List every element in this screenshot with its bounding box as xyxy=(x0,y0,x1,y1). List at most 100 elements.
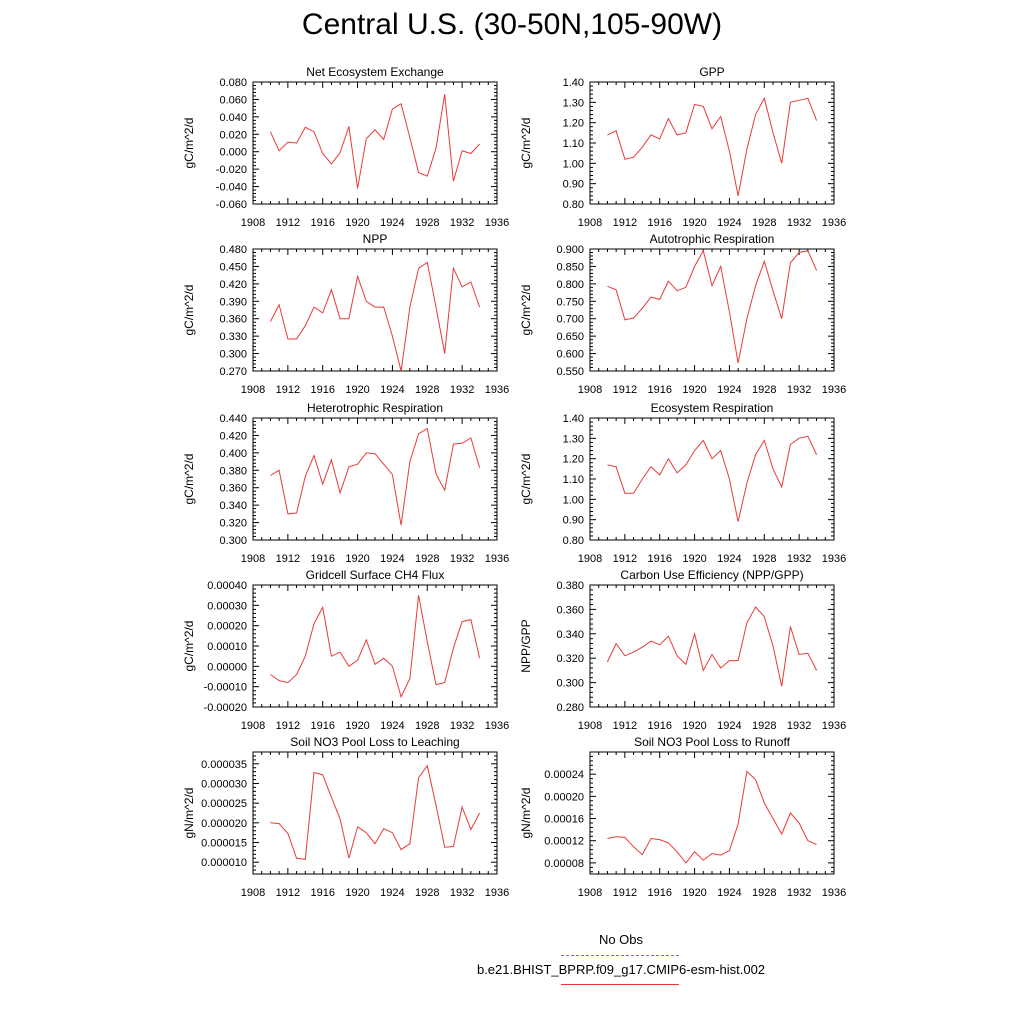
y-tick-label: 0.330 xyxy=(219,331,247,343)
plot-frame xyxy=(589,248,835,372)
y-tick-label: 0.00008 xyxy=(544,858,584,870)
y-tick-label: 0.80 xyxy=(563,535,584,547)
panel-title: Ecosystem Respiration xyxy=(651,401,774,415)
x-tick-label: 1920 xyxy=(345,384,369,396)
x-tick-label: 1916 xyxy=(647,384,671,396)
series-line xyxy=(607,249,818,364)
y-tick-label: 0.900 xyxy=(556,244,584,256)
y-tick-label: 0.00000 xyxy=(207,661,247,673)
x-tick-label: 1908 xyxy=(241,217,265,229)
x-tick-label: 1920 xyxy=(682,887,706,899)
y-tick-label: 0.90 xyxy=(563,179,584,191)
chart-panel-6: 1908 1912 1916 1920 1924 1928 1932 1936 0.80 0.90… xyxy=(519,401,846,565)
y-tick-label: 0.00020 xyxy=(207,621,247,633)
x-tick-label: 1916 xyxy=(647,217,671,229)
panel-title: Heterotrophic Respiration xyxy=(307,401,443,415)
panel-title: Soil NO3 Pool Loss to Leaching xyxy=(290,735,459,749)
y-tick-label: 0.040 xyxy=(219,112,247,124)
x-tick-label: 1928 xyxy=(415,553,439,565)
x-tick-label: 1932 xyxy=(787,720,811,732)
x-tick-label: 1916 xyxy=(647,887,671,899)
x-tick-label: 1908 xyxy=(241,553,265,565)
y-axis-label: gC/m^2/d xyxy=(519,118,533,169)
x-tick-label: 1920 xyxy=(682,553,706,565)
y-tick-label: 1.40 xyxy=(563,77,584,89)
x-tick-label: 1912 xyxy=(276,217,300,229)
x-tick-label: 1916 xyxy=(310,720,334,732)
chart-panel-1: 1908 1912 1916 1920 1924 1928 1932 1936 -0.060 -0… xyxy=(182,65,509,229)
x-tick-label: 1936 xyxy=(822,217,846,229)
y-tick-label: 0.440 xyxy=(219,413,247,425)
x-tick-label: 1928 xyxy=(752,720,776,732)
y-tick-label: 0.000035 xyxy=(201,759,247,771)
y-tick-label: 0.00010 xyxy=(207,641,247,653)
y-axis-label: gN/m^2/d xyxy=(182,788,196,839)
x-tick-label: 1908 xyxy=(578,217,602,229)
chart-panel-10: 1908 1912 1916 1920 1924 1928 1932 1936 0.00008 0… xyxy=(519,735,846,899)
x-tick-label: 1928 xyxy=(415,887,439,899)
x-tick-label: 1936 xyxy=(485,553,509,565)
y-tick-label: 0.060 xyxy=(219,94,247,106)
x-tick-label: 1920 xyxy=(345,553,369,565)
x-tick-label: 1920 xyxy=(682,720,706,732)
x-tick-label: 1912 xyxy=(276,887,300,899)
y-axis-label: NPP/GPP xyxy=(519,619,533,672)
y-tick-label: 0.550 xyxy=(556,366,584,378)
y-tick-label: 0.700 xyxy=(556,314,584,326)
x-tick-label: 1908 xyxy=(578,887,602,899)
y-tick-label: 1.40 xyxy=(563,413,584,425)
legend-obs-line xyxy=(561,955,679,956)
y-tick-label: 0.390 xyxy=(219,296,247,308)
y-tick-label: 0.080 xyxy=(219,77,247,89)
y-tick-label: -0.040 xyxy=(216,182,247,194)
y-tick-label: 0.340 xyxy=(219,500,247,512)
x-tick-label: 1936 xyxy=(822,720,846,732)
x-tick-label: 1924 xyxy=(380,553,404,565)
y-tick-label: -0.00020 xyxy=(204,702,247,714)
y-tick-label: -0.060 xyxy=(216,199,247,211)
panel-title: Gridcell Surface CH4 Flux xyxy=(306,568,445,582)
y-tick-label: 0.00040 xyxy=(207,580,247,592)
y-tick-label: 0.00020 xyxy=(544,791,584,803)
x-tick-label: 1920 xyxy=(345,720,369,732)
x-tick-label: 1936 xyxy=(822,553,846,565)
x-tick-label: 1920 xyxy=(682,217,706,229)
y-tick-label: 0.380 xyxy=(219,465,247,477)
x-tick-label: 1936 xyxy=(822,384,846,396)
y-tick-label: 1.00 xyxy=(563,494,584,506)
series-line xyxy=(607,435,818,522)
x-tick-label: 1916 xyxy=(310,384,334,396)
x-tick-label: 1916 xyxy=(647,553,671,565)
y-tick-label: 0.300 xyxy=(556,678,584,690)
x-tick-label: 1908 xyxy=(241,887,265,899)
y-tick-label: 0.400 xyxy=(219,448,247,460)
series-line xyxy=(269,261,481,372)
x-tick-label: 1908 xyxy=(578,553,602,565)
panel-title: Autotrophic Respiration xyxy=(650,232,775,246)
panel-title: Soil NO3 Pool Loss to Runoff xyxy=(634,735,791,749)
series-line xyxy=(270,764,481,860)
x-tick-label: 1928 xyxy=(415,720,439,732)
x-tick-label: 1924 xyxy=(717,384,741,396)
y-tick-label: 0.850 xyxy=(556,261,584,273)
plot-frame xyxy=(589,751,835,875)
x-tick-label: 1916 xyxy=(310,887,334,899)
x-tick-label: 1928 xyxy=(415,217,439,229)
y-tick-label: 0.00030 xyxy=(207,600,247,612)
chart-panel-3: 1908 1912 1916 1920 1924 1928 1932 1936 0.270 0.3… xyxy=(182,232,509,396)
x-tick-label: 1924 xyxy=(717,887,741,899)
y-tick-label: 0.800 xyxy=(556,279,584,291)
y-tick-label: 0.340 xyxy=(556,629,584,641)
x-tick-label: 1916 xyxy=(647,720,671,732)
x-tick-label: 1932 xyxy=(450,553,474,565)
series-line xyxy=(270,427,481,526)
x-tick-label: 1924 xyxy=(717,217,741,229)
panel-title: GPP xyxy=(699,65,724,79)
x-tick-label: 1932 xyxy=(787,384,811,396)
plot-frame xyxy=(589,584,835,708)
x-tick-label: 1908 xyxy=(241,384,265,396)
y-tick-label: 0.380 xyxy=(556,580,584,592)
chart-panel-2: 1908 1912 1916 1920 1924 1928 1932 1936 0.80 0.90… xyxy=(519,65,846,229)
y-tick-label: 0.360 xyxy=(219,483,247,495)
